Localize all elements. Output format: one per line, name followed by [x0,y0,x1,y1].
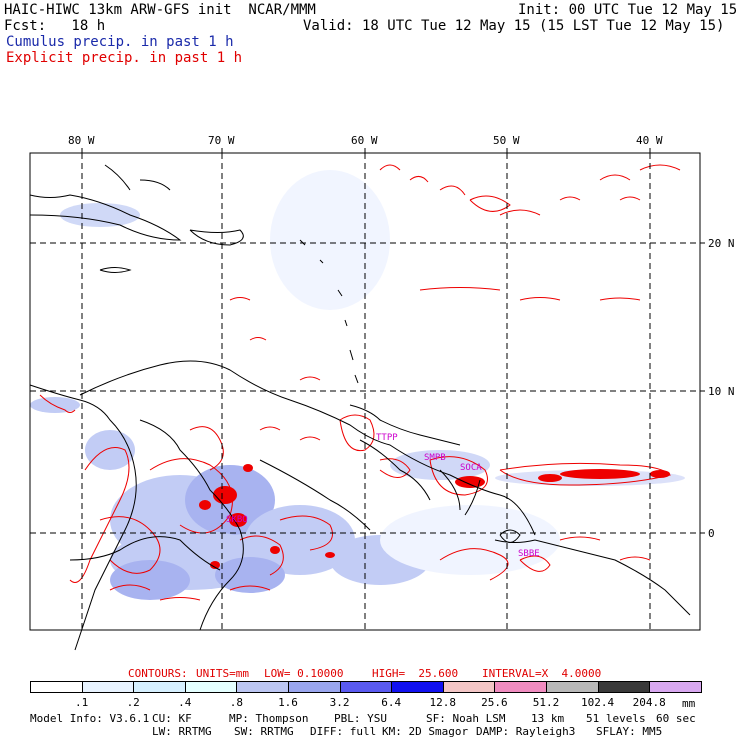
station-sbbe: SBBE [518,549,540,559]
station-smpb: SMPB [424,453,446,463]
colorbar-label: 204.8 [632,696,666,709]
colorbar-swatch [546,681,599,693]
colorbar-swatch [339,681,393,693]
colorbar-swatch [81,681,135,693]
contour-low: LOW= 0.10000 [264,667,344,680]
model-info-sw: SW: RRTMG [234,725,294,738]
lon-label-80w: 80 W [68,134,95,147]
contour-label: CONTOURS: [128,667,188,680]
model-info-km: KM: 2D Smagor [382,725,469,738]
colorbar-swatch [442,681,496,693]
lat-label-20n: 20 N [708,237,735,250]
colorbar-label: .1 [74,696,89,709]
contour-interval: INTERVAL=X 4.0000 [482,667,602,680]
product-title: HAIC-HIWC 13km ARW-GFS init NCAR/MMM [4,2,316,18]
colorbar-label: 51.2 [532,696,560,709]
lon-label-60w: 60 W [351,134,378,147]
model-info-mp: MP: Thompson [229,712,309,725]
colorbar-label: .4 [178,696,192,709]
cumulus-shading [30,170,685,600]
forecast-hour: Fcst: 18 h [4,18,106,34]
model-info-levels: 51 levels [586,712,646,725]
lat-label-10n: 10 N [708,385,735,398]
colorbar-swatch [494,681,547,693]
colorbar-swatch [649,681,702,693]
model-info-res: 13 km [531,712,565,725]
lat-label-0: 0 [708,527,715,540]
model-info-sf: SF: Noah LSM [426,712,506,725]
colorbar-label: 1.6 [278,696,298,709]
lon-label-40w: 40 W [636,134,663,147]
station-soca: SOCA [460,463,482,473]
colorbar-label: 25.6 [481,696,508,709]
model-info-sflay: SFLAY: MM5 [596,725,663,738]
colorbar-label: 102.4 [581,696,615,709]
colorbar-label: 12.8 [429,696,457,709]
colorbar-label: .8 [229,696,244,709]
map-frame [29,152,701,631]
model-info-pbl: PBL: YSU [334,712,387,725]
cumulus-legend-label: Cumulus precip. in past 1 h [6,34,234,50]
lon-label-70w: 70 W [208,134,235,147]
colorbar-swatch [597,681,651,693]
model-info-timestep: 60 sec [656,712,696,725]
station-skbo: SKBO [226,515,248,525]
model-info-damp: DAMP: Rayleigh3 [476,725,576,738]
colorbar-label: 3.2 [329,696,350,709]
init-time: Init: 00 UTC Tue 12 May 15 [518,2,738,18]
colorbar-label: .2 [126,696,140,709]
station-ttpp: TTPP [376,433,398,443]
coastlines [29,164,691,651]
colorbar-swatch [391,681,444,693]
model-info-diff: DIFF: full [310,725,377,738]
model-info-version: Model Info: V3.6.1 [30,712,150,725]
contour-units: UNITS=mm [196,667,249,680]
valid-time: Valid: 18 UTC Tue 12 May 15 (15 LST Tue … [303,18,725,34]
graticule-ticks [81,148,705,534]
explicit-legend-label: Explicit precip. in past 1 h [6,50,243,66]
colorbar-swatch [184,681,238,693]
graticule [30,153,700,630]
colorbar-units: mm [682,697,696,710]
colorbar-swatch [288,681,341,693]
colorbar-swatch [30,681,83,693]
lon-label-50w: 50 W [493,134,520,147]
contour-high: HIGH= 25.600 [372,667,459,680]
explicit-precip-contours [39,164,681,601]
colorbar-swatch [133,681,186,693]
model-info-cu: CU: KF [152,712,192,725]
colorbar-swatch [236,681,289,693]
model-info-lw: LW: RRTMG [152,725,212,738]
colorbar-label: 6.4 [381,696,402,709]
